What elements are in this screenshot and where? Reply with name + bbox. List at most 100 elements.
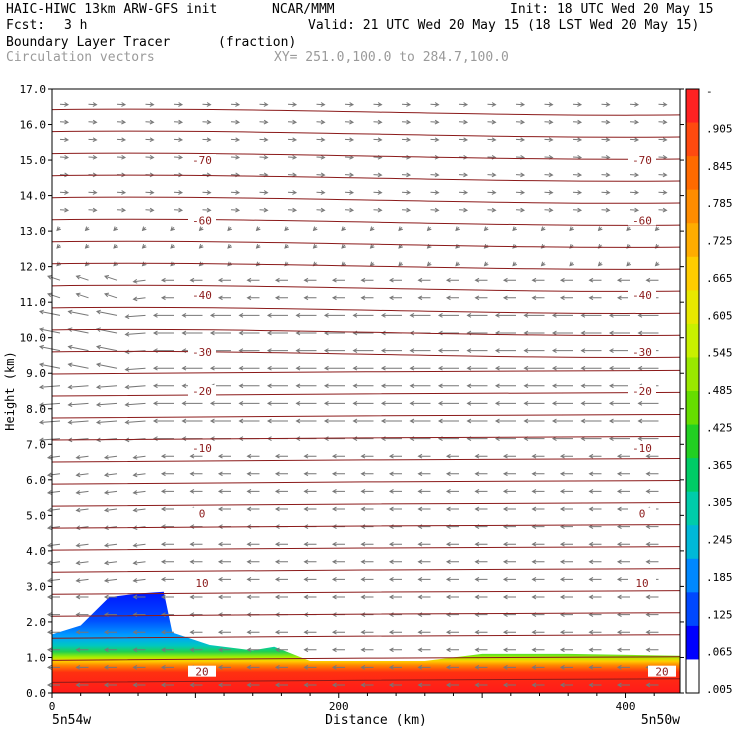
vector-arrow [629, 190, 640, 195]
vector-arrow [246, 682, 260, 688]
colorbar-label: .185 [706, 571, 733, 584]
vector-arrow [430, 207, 440, 213]
vector-arrow [132, 578, 146, 583]
vector-arrow [202, 207, 212, 213]
vector-arrow [515, 119, 526, 125]
vector-arrow [388, 524, 402, 529]
vector-arrow [502, 559, 516, 565]
contour-label-bg [188, 665, 216, 677]
contour-line [51, 284, 681, 292]
vector-arrow [401, 119, 412, 125]
vector-arrow [608, 330, 630, 336]
vector-arrow [170, 226, 175, 232]
vector-arrow [474, 629, 488, 635]
vector-arrow [531, 594, 545, 600]
colorbar-swatch [686, 323, 699, 358]
contour-label: -40 [632, 289, 652, 302]
contour-line [51, 634, 681, 639]
vector-arrow [274, 541, 288, 547]
vector-arrow [559, 471, 573, 477]
colorbar-swatch [686, 290, 699, 325]
vector-arrow [544, 119, 554, 125]
vectors-label: Circulation vectors [6, 50, 155, 65]
vector-arrow [316, 154, 326, 160]
contour-label-bg [188, 345, 216, 357]
vector-arrow [160, 594, 174, 600]
contour-label: -20 [632, 385, 652, 398]
vector-arrow [645, 647, 659, 653]
vector-arrow [494, 401, 516, 406]
vector-arrow [572, 207, 583, 213]
colorbar-label: .905 [706, 122, 733, 135]
vector-arrow [597, 226, 603, 232]
contour-line [51, 590, 681, 595]
vector-arrow [116, 207, 127, 213]
vector-arrow [580, 348, 602, 353]
vector-arrow [152, 418, 174, 424]
vector-arrow [152, 313, 174, 318]
contour-label-bg [628, 289, 656, 301]
vector-arrow [259, 190, 269, 195]
vector-arrow [238, 418, 260, 424]
vector-arrow [445, 277, 459, 283]
vector-arrow [654, 261, 660, 267]
vector-arrow [316, 137, 326, 143]
vector-arrow [113, 244, 118, 249]
vector-arrow [616, 559, 630, 565]
vector-arrow [559, 506, 573, 512]
contour-line [51, 240, 681, 248]
vector-arrow [323, 418, 345, 424]
vector-arrow [295, 330, 317, 336]
vector-arrow [295, 418, 317, 424]
x-left-location: 5n54w [52, 713, 91, 728]
vector-arrow [388, 471, 402, 477]
vector-arrow [437, 418, 459, 424]
vector-arrow [227, 226, 232, 232]
vector-arrow [255, 226, 261, 232]
colorbar-swatch [686, 424, 699, 459]
contour-line [51, 524, 681, 529]
vector-arrow [38, 362, 61, 369]
vector-arrow [551, 330, 573, 336]
vector-arrow [551, 348, 573, 353]
vector-arrow [59, 207, 70, 213]
colorbar-label: .845 [706, 160, 733, 173]
vector-arrow [352, 313, 374, 318]
vector-arrow [502, 594, 516, 600]
vector-arrow [580, 418, 602, 424]
vector-arrow [38, 384, 61, 390]
vector-arrow [658, 102, 668, 107]
vector-arrow [352, 365, 374, 371]
vector-arrow [266, 348, 288, 353]
vector-arrow [103, 594, 117, 600]
vector-arrow [132, 278, 146, 284]
vector-arrow [398, 226, 403, 232]
vector-arrow [445, 559, 459, 565]
vector-arrow [572, 119, 583, 125]
vector-arrow [445, 682, 459, 688]
vector-arrow [344, 207, 355, 213]
vector-arrow [103, 578, 118, 583]
colorbar-swatch [686, 156, 699, 191]
vector-arrow [217, 665, 231, 670]
vector-arrow [616, 594, 630, 600]
vector-arrow [445, 506, 459, 512]
vector-arrow [46, 612, 60, 617]
vector-arrow [445, 471, 459, 477]
vector-arrow [531, 506, 545, 512]
vector-arrow [417, 295, 431, 301]
vector-arrow [75, 682, 89, 688]
contour-label-bg [628, 154, 656, 166]
vector-arrow [217, 541, 231, 547]
vector-arrow [303, 647, 317, 653]
fcst-value: 3 h [64, 18, 88, 33]
vector-arrow [331, 295, 345, 301]
colorbar-label: .005 [706, 683, 733, 696]
vector-arrow [559, 577, 573, 582]
vector-arrow [303, 541, 317, 547]
vector-arrow [287, 119, 298, 125]
vector-arrow [103, 647, 117, 653]
vector-arrow [202, 190, 212, 195]
vector-arrow [458, 102, 469, 107]
vector-arrow [341, 226, 346, 232]
